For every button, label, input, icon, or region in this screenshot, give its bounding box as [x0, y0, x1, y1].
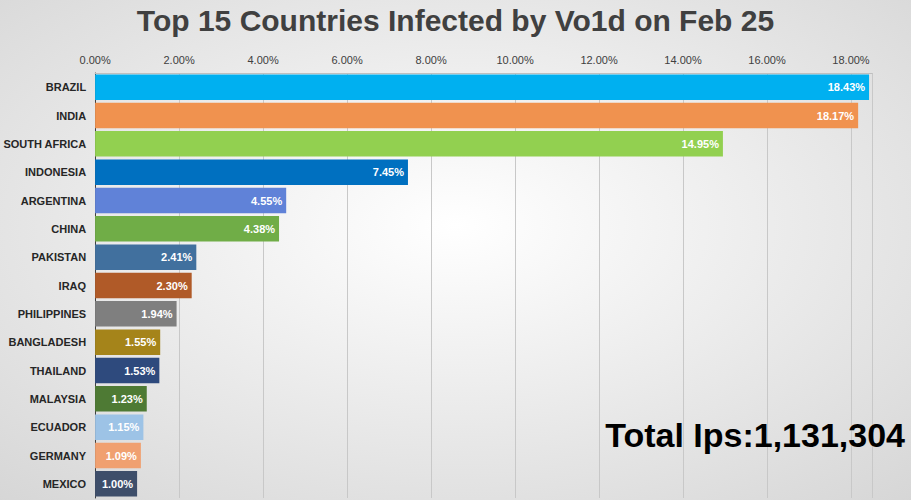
svg-text:0.00%: 0.00% — [80, 54, 111, 66]
svg-text:1.94%: 1.94% — [141, 308, 172, 320]
svg-text:1.09%: 1.09% — [106, 450, 137, 462]
svg-text:PAKISTAN: PAKISTAN — [32, 251, 87, 263]
svg-text:BANGLADESH: BANGLADESH — [8, 336, 86, 348]
svg-text:1.00%: 1.00% — [102, 478, 133, 490]
svg-text:ARGENTINA: ARGENTINA — [21, 195, 86, 207]
svg-text:PHILIPPINES: PHILIPPINES — [18, 308, 86, 320]
svg-text:2.30%: 2.30% — [156, 280, 187, 292]
svg-text:SOUTH AFRICA: SOUTH AFRICA — [3, 138, 86, 150]
svg-text:14.95%: 14.95% — [682, 138, 720, 150]
svg-text:18.00%: 18.00% — [832, 54, 870, 66]
svg-text:Total Ips:1,131,304: Total Ips:1,131,304 — [605, 416, 905, 454]
svg-text:2.41%: 2.41% — [161, 251, 192, 263]
svg-text:CHINA: CHINA — [51, 223, 86, 235]
svg-text:ECUADOR: ECUADOR — [30, 421, 86, 433]
svg-text:16.00%: 16.00% — [748, 54, 786, 66]
svg-text:6.00%: 6.00% — [331, 54, 362, 66]
svg-text:4.38%: 4.38% — [244, 223, 275, 235]
svg-text:4.55%: 4.55% — [251, 195, 282, 207]
svg-text:12.00%: 12.00% — [580, 54, 618, 66]
svg-text:1.55%: 1.55% — [125, 336, 156, 348]
svg-text:IRAQ: IRAQ — [59, 280, 87, 292]
svg-text:THAILAND: THAILAND — [30, 365, 86, 377]
svg-text:14.00%: 14.00% — [664, 54, 702, 66]
svg-text:10.00%: 10.00% — [496, 54, 534, 66]
svg-text:18.17%: 18.17% — [817, 110, 855, 122]
svg-text:7.45%: 7.45% — [373, 166, 404, 178]
svg-text:4.00%: 4.00% — [247, 54, 278, 66]
svg-text:GERMANY: GERMANY — [30, 450, 87, 462]
svg-text:INDONESIA: INDONESIA — [25, 166, 86, 178]
svg-text:INDIA: INDIA — [56, 110, 86, 122]
svg-text:2.00%: 2.00% — [163, 54, 194, 66]
svg-text:MEXICO: MEXICO — [43, 478, 87, 490]
svg-text:MALAYSIA: MALAYSIA — [30, 393, 86, 405]
svg-text:1.53%: 1.53% — [124, 365, 155, 377]
svg-text:1.23%: 1.23% — [112, 393, 143, 405]
svg-text:BRAZIL: BRAZIL — [46, 81, 87, 93]
svg-text:8.00%: 8.00% — [415, 54, 446, 66]
svg-text:18.43%: 18.43% — [828, 81, 866, 93]
svg-text:1.15%: 1.15% — [108, 421, 139, 433]
svg-text:Top 15 Countries Infected by V: Top 15 Countries Infected by Vo1d on Feb… — [137, 4, 774, 37]
